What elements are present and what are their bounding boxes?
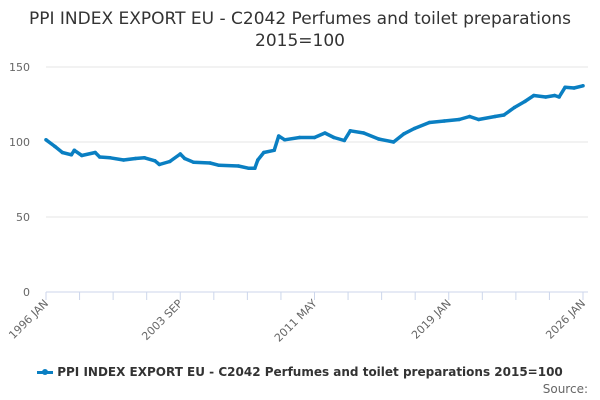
data-point xyxy=(502,113,506,117)
y-tick-label: 100 xyxy=(9,136,30,149)
data-point xyxy=(142,155,147,160)
x-tick-label: 2003 SEP xyxy=(139,297,185,343)
data-point xyxy=(531,93,536,98)
data-point xyxy=(93,150,98,155)
data-point xyxy=(572,86,576,90)
data-point xyxy=(191,160,196,165)
data-point xyxy=(72,148,77,153)
data-point xyxy=(563,85,567,90)
legend-swatch xyxy=(37,369,54,375)
y-tick-label: 0 xyxy=(23,286,30,299)
data-point xyxy=(312,135,317,140)
data-point xyxy=(552,93,557,98)
y-tick-label: 50 xyxy=(16,211,30,224)
data-point xyxy=(53,144,57,149)
data-point xyxy=(512,105,517,110)
source-label: Source: xyxy=(542,382,588,396)
x-tick-label: 2026 JAN xyxy=(543,297,588,342)
data-point xyxy=(253,166,257,171)
data-point xyxy=(178,152,183,156)
data-point xyxy=(442,119,447,123)
data-point xyxy=(402,131,406,136)
data-point xyxy=(168,159,172,164)
data-point xyxy=(457,117,461,122)
chart-title: PPI INDEX EXPORT EU - C2042 Perfumes and… xyxy=(28,9,572,51)
data-point xyxy=(60,150,65,155)
data-point xyxy=(157,162,162,167)
data-point xyxy=(297,135,302,140)
data-point xyxy=(543,95,548,99)
data-point xyxy=(581,83,585,88)
data-point xyxy=(97,155,102,159)
data-point xyxy=(412,126,417,131)
data-point xyxy=(557,95,561,99)
data-point xyxy=(342,138,347,143)
data-point xyxy=(276,134,281,138)
data-point xyxy=(493,114,497,119)
data-point xyxy=(121,158,126,162)
data-point xyxy=(256,158,260,162)
legend-label: PPI INDEX EXPORT EU - C2042 Perfumes and… xyxy=(57,365,563,379)
data-point xyxy=(348,128,353,133)
series-line xyxy=(44,84,584,171)
data-point xyxy=(69,152,74,157)
data-point xyxy=(361,131,366,135)
data-point xyxy=(376,137,381,141)
data-point xyxy=(427,120,432,125)
data-point xyxy=(44,137,48,142)
x-tick-label: 2011 MAY xyxy=(272,297,320,345)
data-point xyxy=(391,140,396,144)
data-point xyxy=(247,166,251,171)
data-point xyxy=(476,117,481,122)
data-point xyxy=(217,163,221,168)
x-tick-label: 2019 JAN xyxy=(409,297,454,342)
data-point xyxy=(467,114,472,119)
data-point xyxy=(236,164,241,168)
legend-item[interactable]: PPI INDEX EXPORT EU - C2042 Perfumes and… xyxy=(0,365,600,379)
data-point xyxy=(153,158,157,163)
data-point xyxy=(282,137,287,142)
data-point xyxy=(108,155,112,160)
data-point xyxy=(261,150,266,155)
data-point xyxy=(133,156,138,161)
data-point xyxy=(272,148,277,153)
data-point xyxy=(182,156,187,161)
y-tick-label: 150 xyxy=(9,61,30,74)
data-point xyxy=(208,161,212,165)
data-point xyxy=(323,131,327,135)
data-point xyxy=(80,153,84,158)
data-point xyxy=(523,99,527,104)
data-point xyxy=(332,135,336,140)
x-tick-label: 1996 JAN xyxy=(6,297,51,342)
